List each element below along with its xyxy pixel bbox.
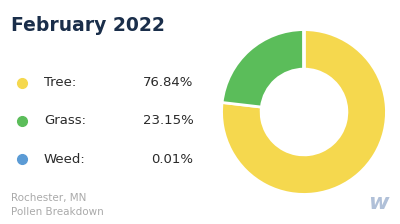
Text: Grass:: Grass: xyxy=(44,114,86,127)
Text: Weed:: Weed: xyxy=(44,153,86,166)
Text: 76.84%: 76.84% xyxy=(143,76,194,89)
Text: Rochester, MN
Pollen Breakdown: Rochester, MN Pollen Breakdown xyxy=(11,193,104,218)
Wedge shape xyxy=(222,30,304,107)
Text: w: w xyxy=(368,193,388,213)
Text: Tree:: Tree: xyxy=(44,76,76,89)
Text: February 2022: February 2022 xyxy=(11,16,165,35)
Wedge shape xyxy=(222,30,386,194)
Text: 0.01%: 0.01% xyxy=(152,153,194,166)
Text: 23.15%: 23.15% xyxy=(143,114,194,127)
